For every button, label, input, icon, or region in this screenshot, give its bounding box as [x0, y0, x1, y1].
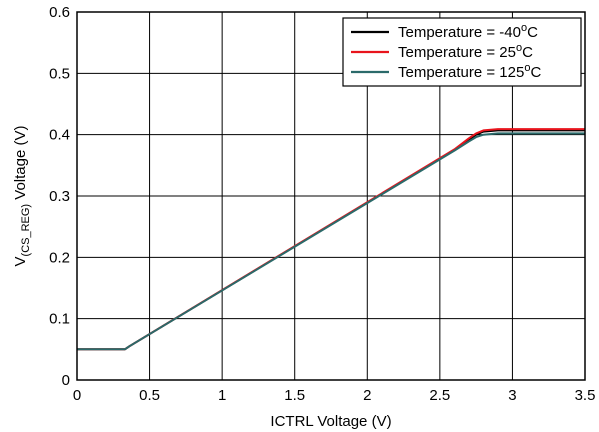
plot-frame: [76, 11, 586, 381]
y-axis-label-main: V: [12, 256, 29, 266]
x-tick-label: 3: [508, 387, 516, 404]
legend-entry: Temperature = 125oC: [398, 62, 541, 81]
y-axis-label-subscript: (CS_REG): [20, 204, 32, 257]
y-axis-label-rest: Voltage (V): [12, 126, 29, 204]
x-tick-label: 1: [218, 387, 226, 404]
x-tick-label: 0: [73, 387, 81, 404]
x-tick-label: 2: [363, 387, 371, 404]
series-lines: [77, 128, 585, 351]
y-tick-label: 0.5: [49, 65, 70, 82]
y-tick-label: 0.6: [49, 4, 70, 21]
tick-labels: 0 0.5 1 1.5 2 2.5 3 3.5 0 0.1 0.2 0.3 0.4 0.5 0.6: [49, 4, 595, 404]
x-tick-label: 3.5: [575, 387, 596, 404]
x-tick-label: 0.5: [139, 387, 160, 404]
x-tick-label: 1.5: [284, 387, 305, 404]
y-axis-label: V(CS_REG) Voltage (V): [12, 126, 32, 267]
y-tick-label: 0.4: [49, 127, 70, 144]
x-tick-label: 2.5: [429, 387, 450, 404]
legend-entry: Temperature = 25oC: [398, 42, 533, 61]
y-tick-label: 0.3: [49, 188, 70, 205]
series-line: [77, 132, 585, 351]
y-tick-label: 0.1: [49, 311, 70, 328]
x-axis-label: ICTRL Voltage (V): [270, 413, 391, 430]
y-tick-label: 0.2: [49, 249, 70, 266]
y-tick-label: 0: [62, 372, 70, 389]
legend-entry: Temperature = -40oC: [398, 22, 538, 41]
